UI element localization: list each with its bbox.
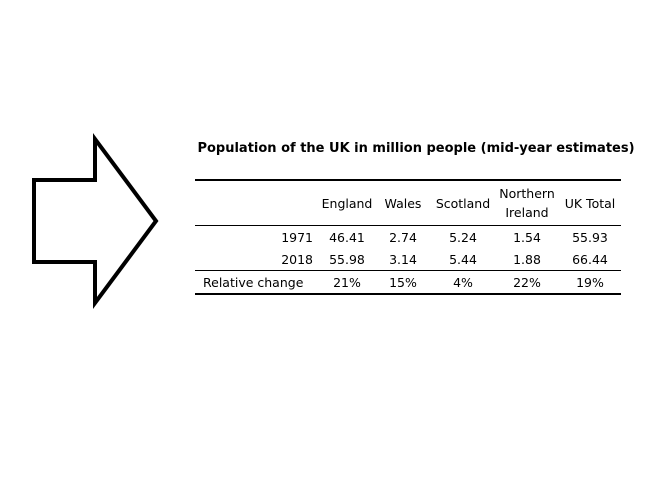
table-row-1971: 1971 46.41 2.74 5.24 1.54 55.93 (195, 226, 621, 249)
header-row: England Wales Scotland Northern Ireland … (195, 180, 621, 226)
table-cell: 2.74 (389, 229, 417, 245)
row-label: 1971 (281, 229, 313, 245)
table-row-relative-change: Relative change 21% 15% 4% 22% 19% (195, 270, 621, 295)
table-cell: 5.24 (449, 229, 477, 245)
table-row-2018: 2018 55.98 3.14 5.44 1.88 66.44 (195, 248, 621, 271)
column-header-wales: Wales (375, 180, 431, 226)
table-cell: 4% (431, 270, 495, 295)
table-cell: 66.44 (572, 251, 608, 267)
row-label: 2018 (281, 251, 313, 267)
table-cell: 55.93 (572, 229, 608, 245)
table-cell: 5.44 (449, 251, 477, 267)
table-cell: 19% (559, 270, 621, 295)
table-cell: 1.54 (513, 229, 541, 245)
column-header-uk-total: UK Total (559, 180, 621, 226)
header-empty-cell (195, 180, 319, 226)
table-cell: 55.98 (329, 251, 365, 267)
population-table: England Wales Scotland Northern Ireland … (195, 179, 621, 295)
row-label: Relative change (195, 270, 319, 295)
column-header-northern-ireland: Northern Ireland (495, 180, 559, 226)
table-cell: 15% (375, 270, 431, 295)
column-header-england: England (319, 180, 375, 226)
table-cell: 21% (319, 270, 375, 295)
table-cell: 46.41 (329, 229, 365, 245)
table-title: Population of the UK in million people (… (197, 141, 635, 156)
column-header-scotland: Scotland (431, 180, 495, 226)
table-cell: 3.14 (389, 251, 417, 267)
table-cell: 22% (495, 270, 559, 295)
table-cell: 1.88 (513, 251, 541, 267)
